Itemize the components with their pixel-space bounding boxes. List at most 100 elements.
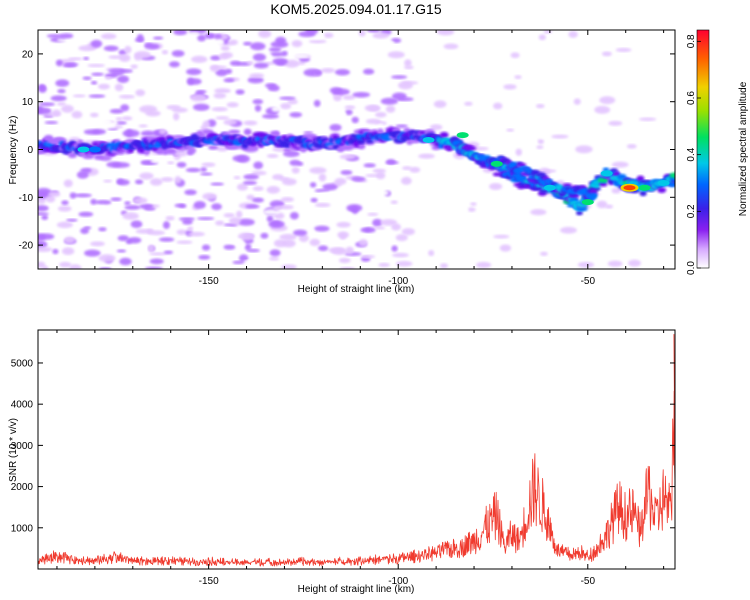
noise-blob [630,72,640,81]
noise-blob [273,239,287,248]
ridge-blob [93,154,105,161]
noise-blob [351,176,366,182]
noise-blob [309,238,321,247]
noise-blob [160,177,174,182]
noise-blob [506,128,515,132]
noise-blob [90,80,98,85]
noise-blob [201,244,211,251]
ridge-blob [657,187,667,193]
noise-blob [409,166,421,173]
noise-blob [287,99,298,105]
noise-blob [118,94,135,99]
noise-blob [200,172,213,176]
noise-blob [535,104,545,109]
noise-blob [50,180,59,186]
noise-blob [38,212,50,216]
ridge-blob [221,131,232,137]
noise-blob [73,193,92,198]
noise-blob [367,30,381,33]
noise-blob [309,182,317,188]
noise-blob [588,41,597,46]
noise-blob [467,207,476,212]
noise-blob [390,200,398,205]
ridge-blob [669,172,675,179]
noise-blob [337,231,349,239]
noise-blob [588,170,599,177]
noise-blob [246,194,255,201]
noise-blob [236,183,248,191]
noise-blob [275,36,287,45]
noise-blob [492,102,503,110]
noise-blob [375,123,384,128]
noise-blob [165,215,175,221]
noise-blob [372,32,390,39]
noise-blob [220,45,230,51]
noise-blob [268,256,280,261]
noise-blob [414,113,423,118]
noise-blob [63,62,79,66]
spectrogram-y-tick-label: -10 [19,193,34,204]
noise-blob [244,243,252,251]
noise-blob [197,34,206,42]
noise-blob [322,183,338,191]
noise-blob [459,188,478,193]
ridge-blob [228,129,241,135]
noise-blob [174,175,182,184]
noise-blob [116,34,132,42]
noise-blob [215,39,224,46]
noise-blob [185,167,201,173]
noise-blob [499,244,512,252]
noise-blob [225,68,233,74]
ridge-blob [391,127,401,133]
snr-x-tick-label: -150 [199,576,219,587]
noise-blob [103,45,119,52]
noise-blob [361,255,376,259]
noise-blob [210,55,221,61]
noise-blob [577,261,595,268]
noise-blob [127,237,142,244]
noise-blob [95,118,112,125]
noise-blob [329,87,343,94]
noise-blob [58,163,72,171]
noise-blob [144,43,160,50]
noise-blob [385,105,396,113]
noise-blob [135,179,144,185]
noise-blob [543,30,553,34]
noise-blob [313,99,321,107]
noise-blob [253,62,269,69]
noise-blob [184,189,197,196]
noise-blob [116,179,130,186]
ridge-blob [231,144,243,150]
chart-title: KOM5.2025.094.01.17.G15 [270,1,442,17]
ridge-blob [165,147,177,155]
noise-blob [433,100,447,108]
snr-y-tick-label: 1000 [11,523,34,534]
noise-blob [69,192,77,199]
noise-blob [78,211,94,217]
noise-blob [307,229,315,235]
noise-blob [635,61,648,65]
noise-blob [243,41,253,46]
noise-blob [72,94,86,98]
noise-blob [510,52,520,59]
branch-blob [590,192,598,199]
noise-blob [149,178,163,186]
noise-blob [233,175,241,180]
noise-blob [291,167,300,174]
noise-blob [63,179,73,188]
noise-blob [560,161,578,170]
ridge-blob [358,143,366,150]
noise-blob [235,239,246,248]
ridge-blob [198,133,207,138]
noise-blob [378,223,394,232]
noise-blob [117,235,130,242]
highlight-blob [77,146,90,153]
noise-blob [252,186,264,191]
ridge-blob [365,139,375,144]
noise-blob [50,95,67,102]
noise-blob [171,107,188,113]
noise-blob [289,211,299,220]
noise-blob [41,214,49,220]
noise-blob [61,247,75,255]
